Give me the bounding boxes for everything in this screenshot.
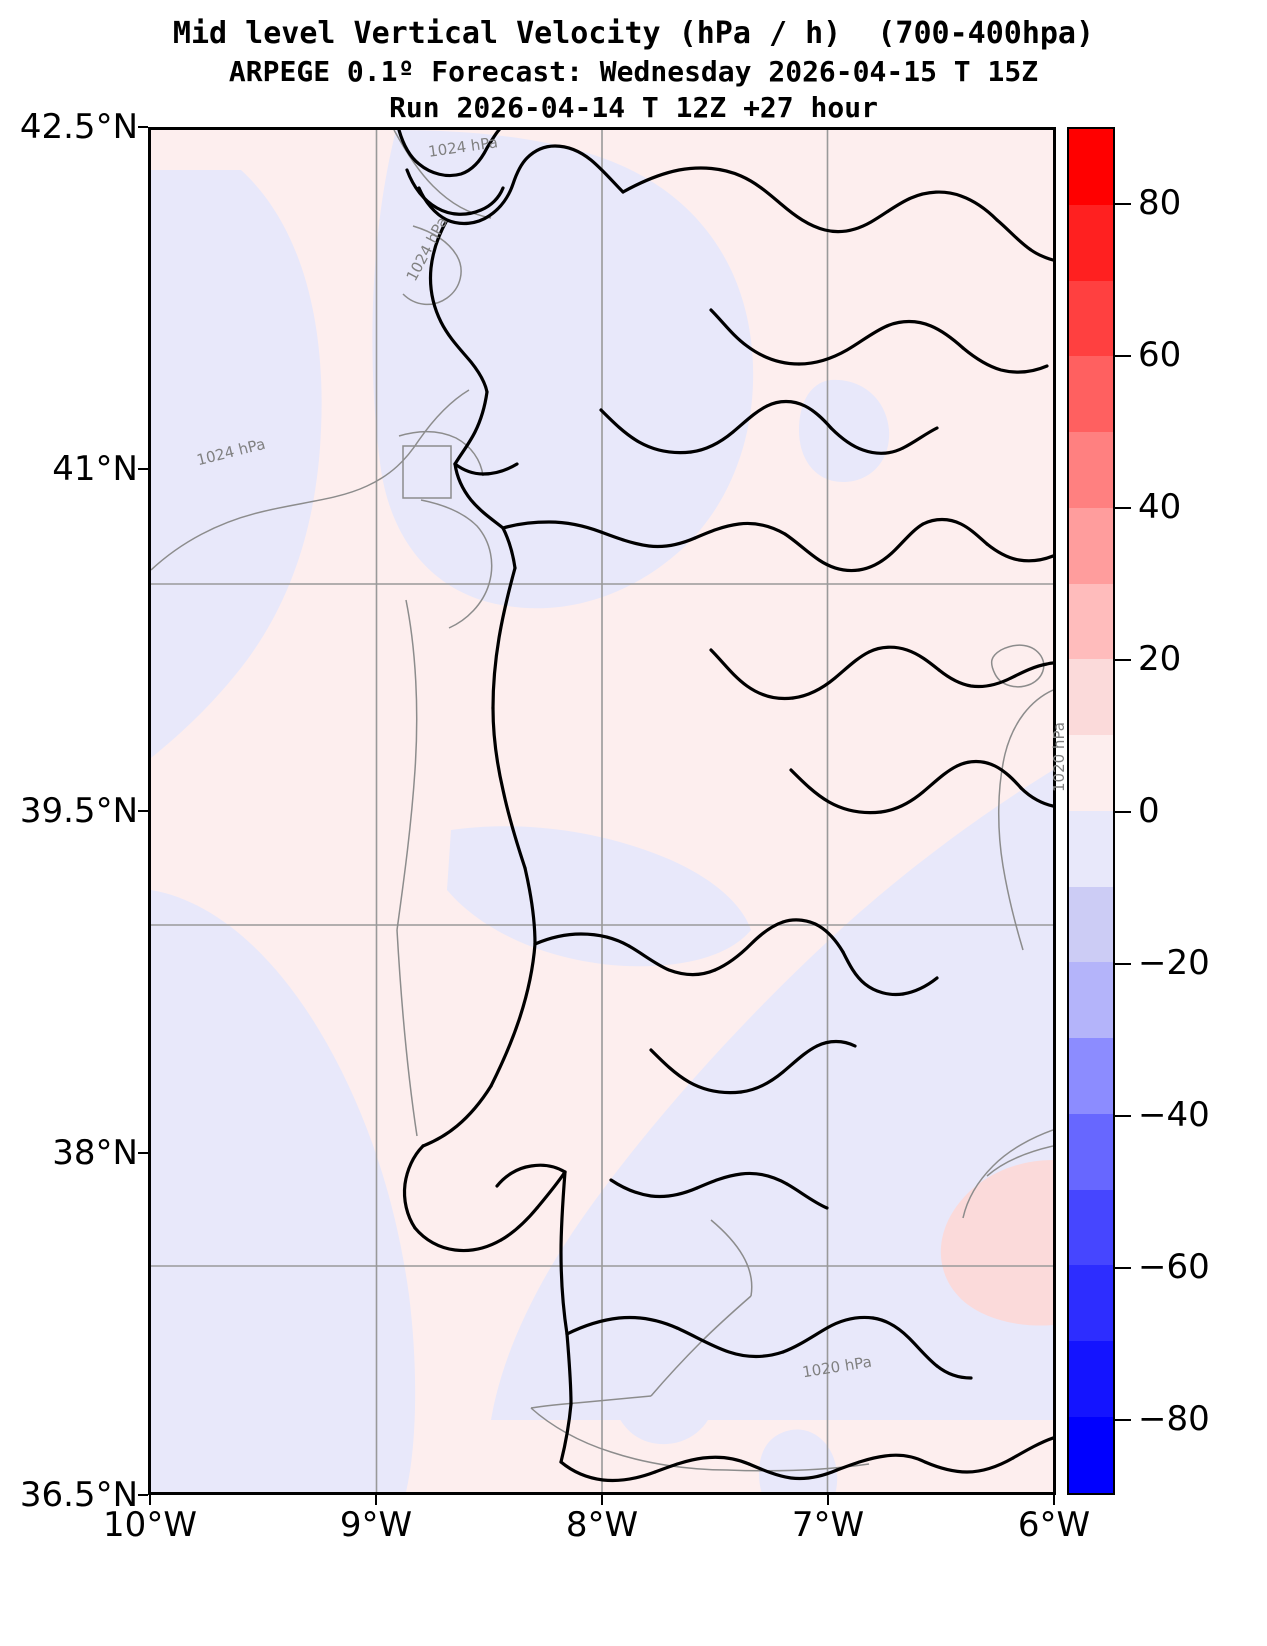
xtick-mark [601,1495,603,1505]
ytick-mark [138,468,148,470]
colorbar-band [1069,507,1113,584]
colorbar-band [1069,204,1113,281]
colorbar-band [1069,962,1113,1039]
chart-title-block: Mid level Vertical Velocity (hPa / h) (7… [0,0,1267,124]
colorbar-label-80: 80 [1138,183,1182,223]
field-negative-patch-centre [799,379,890,482]
colorbar-tick [1115,507,1131,509]
xtick-label-10w: 10°W [103,1505,197,1545]
xtick-mark [1053,1495,1055,1505]
ytick-label-41: 41°N [52,449,138,489]
colorbar-band [1069,735,1113,811]
colorbar [1067,127,1115,1495]
colorbar-tick [1115,1419,1131,1421]
map-plot-area [148,127,1056,1495]
colorbar-label-m80: −80 [1138,1399,1210,1439]
colorbar-tick [1115,811,1131,813]
colorbar-band [1069,432,1113,508]
colorbar-band [1069,886,1113,963]
colorbar-label-40: 40 [1138,487,1182,527]
colorbar-band [1069,129,1113,205]
colorbar-band [1069,1189,1113,1266]
colorbar-band [1069,810,1113,887]
colorbar-band [1069,659,1113,736]
colorbar-band [1069,1113,1113,1190]
colorbar-tick [1115,1115,1131,1117]
xtick-label-7w: 7°W [791,1505,865,1545]
xtick-mark [827,1495,829,1505]
colorbar-band [1069,356,1113,433]
xtick-label-9w: 9°W [339,1505,413,1545]
ytick-mark [138,1494,148,1496]
colorbar-band [1069,1265,1113,1342]
colorbar-band [1069,1038,1113,1114]
map-canvas [151,130,1053,1492]
field-negative-lobe-atlantic-nw [151,170,322,758]
colorbar-tick [1115,1267,1131,1269]
field-negative-patch-algarve [610,1325,717,1445]
ytick-label-38: 38°N [52,1133,138,1173]
isobar-label: 1020 hPa [1050,721,1069,793]
ytick-mark [138,1152,148,1154]
colorbar-label-m60: −60 [1138,1247,1210,1287]
ytick-label-39-5: 39.5°N [19,791,138,831]
field-negative-band-atlantic-sw [151,890,416,1492]
colorbar-tick [1115,355,1131,357]
ytick-label-36-5: 36.5°N [19,1475,138,1515]
colorbar-label-m40: −40 [1138,1095,1210,1135]
field-negative-band-se-interior [491,770,1053,1420]
xtick-mark [375,1495,377,1505]
ytick-mark [138,810,148,812]
xtick-label-6w: 6°W [1017,1505,1091,1545]
colorbar-band [1069,1417,1113,1493]
title-line-forecast: ARPEGE 0.1º Forecast: Wednesday 2026-04-… [228,55,1039,88]
field-negative-lobe-galicia [372,130,754,609]
colorbar-tick [1115,659,1131,661]
colorbar-label-20: 20 [1138,639,1182,679]
colorbar-label-60: 60 [1138,335,1182,375]
colorbar-band [1069,1341,1113,1418]
colorbar-label-m20: −20 [1138,943,1210,983]
colorbar-label-0: 0 [1138,791,1160,831]
xtick-label-8w: 8°W [565,1505,639,1545]
colorbar-tick [1115,203,1131,205]
colorbar-band [1069,583,1113,660]
colorbar-band [1069,280,1113,357]
graticule [151,130,1053,1492]
coastline-and-borders [397,130,1053,1483]
title-line-variable: Mid level Vertical Velocity (hPa / h) (7… [172,16,1095,51]
title-line-run: Run 2026-04-14 T 12Z +27 hour [389,91,878,124]
xtick-mark [149,1495,151,1505]
colorbar-tick [1115,963,1131,965]
ytick-label-42-5: 42.5°N [19,107,138,147]
ytick-mark [138,126,148,128]
